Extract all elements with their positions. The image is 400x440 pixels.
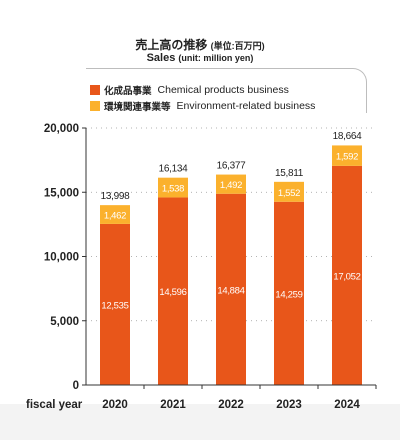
data-label: 1,538 xyxy=(162,184,184,195)
total-label: 13,998 xyxy=(101,191,131,202)
legend-label-jp: 環境関連事業等 xyxy=(104,102,171,113)
data-label: 17,052 xyxy=(333,271,360,282)
x-tick-label: 2022 xyxy=(218,399,244,411)
subtitle-unit: (unit: million yen) xyxy=(178,53,254,63)
chart-subtitle-en: Sales (unit: million yen) xyxy=(0,52,400,64)
legend-frame xyxy=(86,68,367,113)
legend-item-chemical: 化成品事業 Chemical products business xyxy=(90,83,289,97)
y-tick-label: 0 xyxy=(73,380,79,392)
y-tick-label: 10,000 xyxy=(44,252,79,264)
data-label: 14,596 xyxy=(159,287,186,298)
data-label: 1,552 xyxy=(278,188,300,199)
x-axis-label: fiscal year xyxy=(26,399,83,411)
data-label: 14,259 xyxy=(275,289,302,300)
bar-environment xyxy=(100,205,130,224)
bar-environment xyxy=(158,177,188,198)
title-unit: (単位:百万円) xyxy=(210,41,265,51)
data-label: 14,884 xyxy=(217,285,244,296)
bar-environment xyxy=(216,174,246,194)
title-text: 売上高の推移 xyxy=(135,38,208,52)
subtitle-text: Sales xyxy=(146,52,176,64)
legend-swatch-environment xyxy=(90,101,100,111)
y-tick-label: 15,000 xyxy=(44,187,79,199)
bar-chemical xyxy=(100,223,130,385)
bar-chemical xyxy=(216,193,246,385)
total-label: 18,664 xyxy=(333,131,363,142)
total-label: 16,377 xyxy=(217,161,247,172)
bar-chemical xyxy=(332,165,362,385)
chart-title-jp: 売上高の推移 (単位:百万円) xyxy=(0,36,400,53)
x-tick-label: 2023 xyxy=(276,399,302,411)
bar-chemical xyxy=(274,201,304,385)
legend-item-environment: 環境関連事業等 Environment-related business xyxy=(90,99,315,113)
x-tick-label: 2024 xyxy=(334,399,360,411)
data-label: 1,492 xyxy=(220,180,242,191)
total-label: 16,134 xyxy=(159,164,189,175)
legend-label-jp: 化成品事業 xyxy=(104,86,152,97)
legend-label-en: Chemical products business xyxy=(157,84,289,96)
total-label: 15,811 xyxy=(275,168,304,179)
x-tick-label: 2021 xyxy=(160,399,186,411)
bar-chemical xyxy=(158,197,188,385)
data-label: 12,535 xyxy=(101,300,128,311)
data-label: 1,592 xyxy=(336,152,358,163)
bar-environment xyxy=(332,145,362,166)
y-tick-label: 5,000 xyxy=(50,316,79,328)
x-tick-label: 2020 xyxy=(102,399,128,411)
legend-swatch-chemical xyxy=(90,85,100,95)
legend-label-en: Environment-related business xyxy=(176,100,316,112)
data-label: 1,462 xyxy=(104,211,126,222)
bar-environment xyxy=(274,181,304,202)
y-tick-label: 20,000 xyxy=(44,123,79,135)
